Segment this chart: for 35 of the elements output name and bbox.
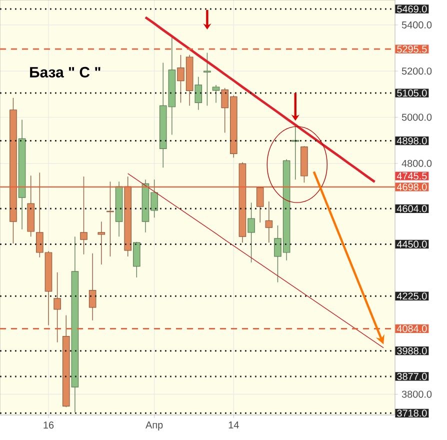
y-tick-label: 5400.0	[402, 21, 432, 28]
y-tick-label: 5200.0	[402, 68, 432, 75]
candlestick	[265, 201, 273, 243]
candlestick	[98, 221, 106, 265]
candlestick	[133, 242, 140, 278]
candlestick	[204, 52, 211, 106]
ref-line-label: 4225.0	[396, 292, 427, 300]
text: 4745.5	[396, 172, 427, 180]
ref-line-label: 3877.0	[397, 372, 427, 380]
ref-line-label: 4084.0	[396, 325, 427, 332]
candlestick	[212, 84, 220, 104]
annotation: База " С "	[30, 66, 100, 78]
candlestick	[256, 186, 264, 223]
y-tick-label: 5000.0	[402, 114, 432, 121]
ref-line-label: 4898.0	[396, 137, 427, 144]
candlestick	[80, 176, 88, 255]
ref-line-label: 3718.0	[397, 410, 427, 417]
line-series	[144, 16, 376, 184]
y-tick-label: 4800.0	[402, 160, 432, 167]
ref-line-label: 5469.0	[397, 5, 427, 13]
candlestick	[88, 253, 96, 321]
x-tick-label: Апр	[146, 422, 163, 430]
ref-line-label: 5105.0	[397, 89, 427, 97]
candlestick	[194, 76, 202, 110]
ref-line-label: 4604.0	[396, 205, 427, 212]
x-tick-label: 16	[44, 422, 54, 429]
ref-line-label: 4698.0	[396, 183, 427, 190]
candlestick	[292, 126, 300, 180]
ref-line-label: 4450.0	[396, 240, 427, 248]
x-tick-label: 14	[228, 422, 239, 428]
candlestick	[54, 272, 61, 343]
y-tick-label: 3800.0	[402, 390, 432, 398]
ref-line-label: 5295.5	[397, 46, 427, 53]
ref-line-label: 3988.0	[397, 347, 427, 354]
candlestick	[248, 202, 255, 263]
